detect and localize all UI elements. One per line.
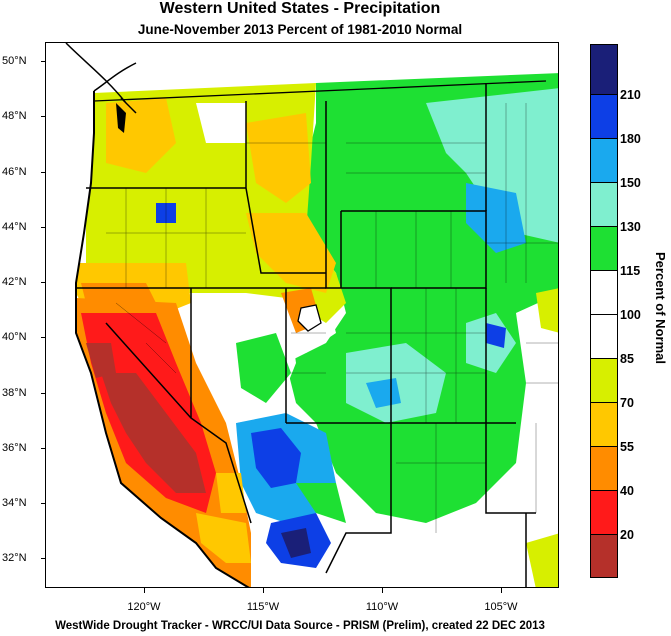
legend-label: 20 <box>620 528 634 542</box>
lon-tick <box>144 588 145 593</box>
map-title: Western United States - Precipitation <box>159 0 441 17</box>
legend-swatch <box>591 491 617 535</box>
lon-tick <box>263 588 264 593</box>
footer-credit: WestWide Drought Tracker - WRCC/UI Data … <box>55 620 545 632</box>
lat-tick <box>41 172 46 173</box>
lat-label: 38°N <box>2 387 27 399</box>
legend-label: 85 <box>620 352 634 366</box>
lon-tick <box>501 588 502 593</box>
lat-tick <box>41 61 46 62</box>
lat-label: 32°N <box>2 552 27 564</box>
lat-tick <box>41 282 46 283</box>
lat-tick <box>41 116 46 117</box>
legend-swatch <box>591 403 617 447</box>
legend-swatch <box>591 95 617 139</box>
lon-label: 120°W <box>127 601 161 613</box>
color-legend <box>590 44 618 578</box>
lat-label: 48°N <box>2 110 27 122</box>
legend-label: 130 <box>620 220 641 234</box>
lon-label: 110°W <box>365 601 399 613</box>
lon-tick <box>382 588 383 593</box>
lat-tick <box>41 448 46 449</box>
legend-swatch <box>591 45 617 95</box>
legend-label: 70 <box>620 396 634 410</box>
lat-label: 46°N <box>2 166 27 178</box>
legend-swatch <box>591 227 617 271</box>
legend-label: 40 <box>620 484 634 498</box>
legend-label: 100 <box>620 308 641 322</box>
lat-tick <box>41 503 46 504</box>
legend-label: 115 <box>620 264 641 278</box>
legend-swatch <box>591 271 617 315</box>
lat-label: 44°N <box>2 221 27 233</box>
legend-label: 55 <box>620 440 634 454</box>
legend-swatch <box>591 183 617 227</box>
lat-tick <box>41 337 46 338</box>
lat-label: 36°N <box>2 442 27 454</box>
map-canvas <box>46 43 558 587</box>
lon-label: 105°W <box>484 601 518 613</box>
legend-label: 180 <box>620 132 641 146</box>
legend-title: Percent of Normal <box>653 252 668 364</box>
lat-label: 50°N <box>2 55 27 67</box>
legend-label: 150 <box>620 176 641 190</box>
legend-swatch <box>591 359 617 403</box>
legend-swatch <box>591 315 617 359</box>
legend-swatch <box>591 447 617 491</box>
lat-tick <box>41 227 46 228</box>
legend-swatch <box>591 535 617 577</box>
precipitation-map <box>45 42 559 588</box>
lon-label: 115°W <box>246 601 280 613</box>
lat-label: 40°N <box>2 331 27 343</box>
lat-label: 34°N <box>2 497 27 509</box>
lat-tick <box>41 558 46 559</box>
lat-tick <box>41 393 46 394</box>
legend-label: 210 <box>620 88 641 102</box>
map-subtitle: June-November 2013 Percent of 1981-2010 … <box>137 22 463 37</box>
legend-swatch <box>591 139 617 183</box>
lat-label: 42°N <box>2 276 27 288</box>
